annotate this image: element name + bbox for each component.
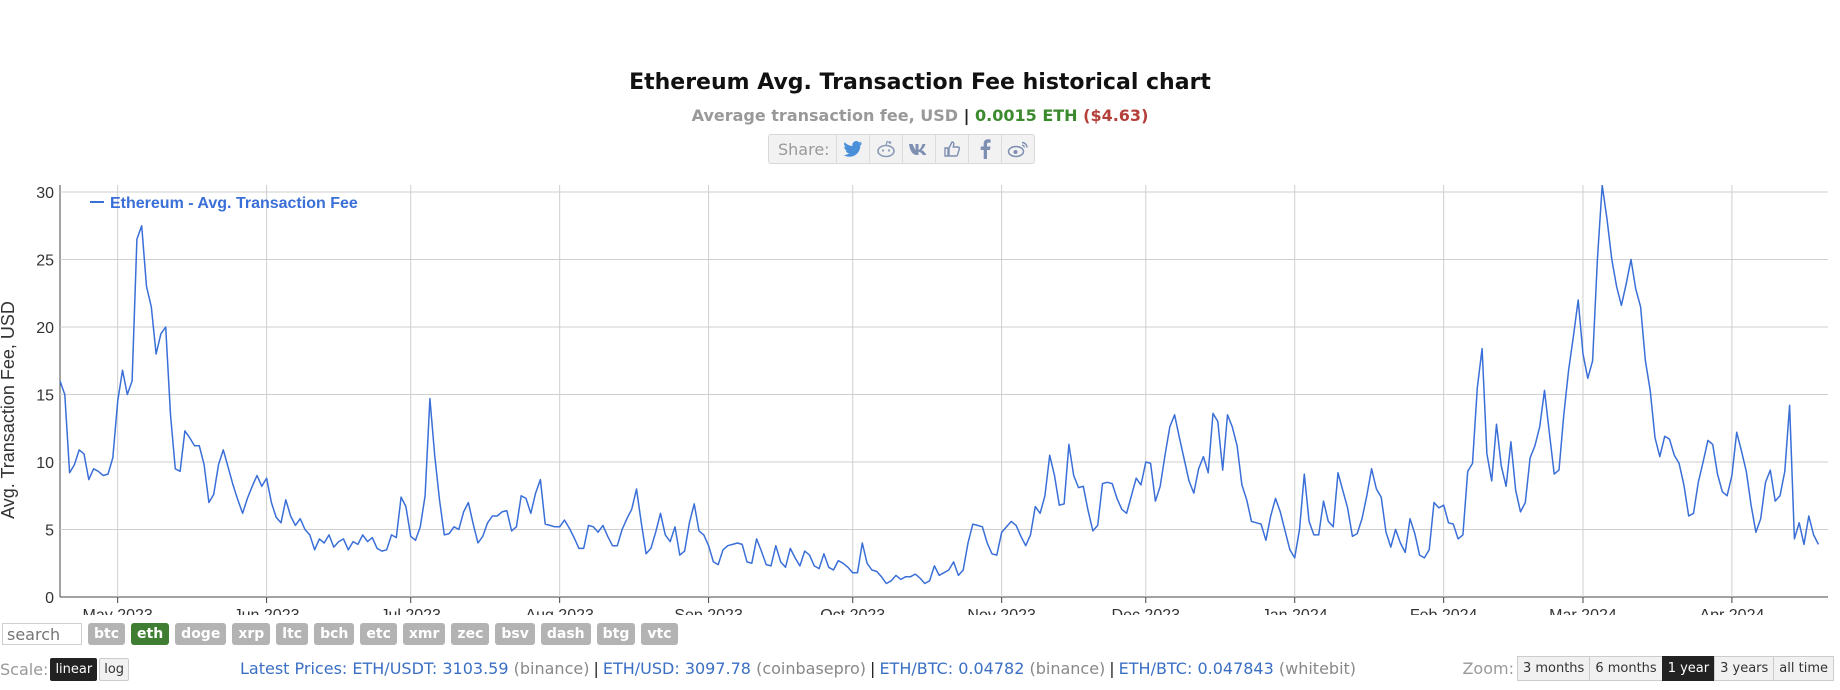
weibo-icon[interactable] <box>1000 135 1034 163</box>
coin-xmr-button[interactable]: xmr <box>402 623 446 645</box>
price-pair[interactable]: ETH/USDT: 3103.59 <box>352 659 509 678</box>
zoom-3-years-button[interactable]: 3 years <box>1714 656 1775 681</box>
x-tick-label: Jul 2023 <box>380 607 441 615</box>
fee-eth: 0.0015 ETH <box>975 106 1078 125</box>
x-tick-label: Oct 2023 <box>820 607 885 615</box>
zoom-control: Zoom: 3 months 6 months 1 year 3 years a… <box>1462 656 1834 681</box>
fee-line-chart: 0 5 10 15 20 25 30 May 2023 Jun 2023 Jul 2023 Aug… <box>0 185 1828 615</box>
twitter-icon[interactable] <box>835 135 869 163</box>
chart-title: Ethereum Avg. Transaction Fee historical… <box>629 70 1211 95</box>
price-exchange: (binance) <box>513 659 590 678</box>
share-bar: Share: <box>768 134 1035 164</box>
price-exchange: (coinbasepro) <box>756 659 867 678</box>
x-tick-label: Dec 2023 <box>1112 607 1181 615</box>
like-icon[interactable] <box>934 135 968 163</box>
price-pair[interactable]: ETH/BTC: 0.04782 <box>879 659 1025 678</box>
subtitle-label: Average transaction fee, USD <box>691 106 959 125</box>
coin-bch-button[interactable]: bch <box>314 623 355 645</box>
subtitle-separator: | <box>963 106 970 125</box>
coin-bsv-button[interactable]: bsv <box>495 623 535 645</box>
chart-subtitle: Average transaction fee, USD | 0.0015 ET… <box>0 106 1840 125</box>
scale-label: Scale: <box>0 660 49 679</box>
coin-list: btc eth doge xrp ltc bch etc xmr zec bsv dash btg vt… <box>88 623 678 645</box>
zoom-all-time-button[interactable]: all time <box>1773 656 1834 681</box>
coin-vtc-button[interactable]: vtc <box>641 623 678 645</box>
y-tick-label: 30 <box>36 185 54 202</box>
coin-etc-button[interactable]: etc <box>360 623 397 645</box>
coin-eth-button[interactable]: eth <box>131 623 170 645</box>
legend-label: Ethereum - Avg. Transaction Fee <box>110 195 358 212</box>
coin-xrp-button[interactable]: xrp <box>232 623 271 645</box>
price-pair[interactable]: ETH/BTC: 0.047843 <box>1118 659 1274 678</box>
y-tick-label: 15 <box>36 388 54 405</box>
x-tick-label: May 2023 <box>83 607 153 615</box>
y-axis-title: Avg. Transaction Fee, USD <box>0 301 18 519</box>
series-line <box>59 185 1820 585</box>
scale-log-button[interactable]: log <box>99 658 130 681</box>
x-tick-label: Jan 2024 <box>1262 607 1328 615</box>
x-tick-label: Mar 2024 <box>1549 607 1617 615</box>
scale-linear-button[interactable]: linear <box>50 658 98 681</box>
y-tick-label: 25 <box>36 253 54 270</box>
y-tick-label: 0 <box>45 590 54 607</box>
zoom-6-months-button[interactable]: 6 months <box>1589 656 1663 681</box>
zoom-label: Zoom: <box>1462 659 1514 678</box>
legend[interactable]: Ethereum - Avg. Transaction Fee <box>90 195 358 212</box>
price-pair[interactable]: ETH/USD: 3097.78 <box>602 659 751 678</box>
fee-usd: ($4.63) <box>1083 106 1149 125</box>
zoom-1-year-button[interactable]: 1 year <box>1661 656 1716 681</box>
y-tick-label: 20 <box>36 320 54 337</box>
facebook-icon[interactable] <box>967 135 1001 163</box>
x-tick-label: Nov 2023 <box>967 607 1036 615</box>
y-tick-label: 10 <box>36 455 54 472</box>
coin-btc-button[interactable]: btc <box>88 623 126 645</box>
x-tick-label: Aug 2023 <box>525 607 594 615</box>
reddit-icon[interactable] <box>868 135 902 163</box>
coin-zec-button[interactable]: zec <box>451 623 490 645</box>
share-label: Share: <box>778 139 830 159</box>
prices-label: Latest Prices: <box>240 659 348 678</box>
x-tick-label: Apr 2024 <box>1699 607 1764 615</box>
x-tick-label: Feb 2024 <box>1410 607 1478 615</box>
coin-doge-button[interactable]: doge <box>175 623 227 645</box>
coin-btg-button[interactable]: btg <box>596 623 636 645</box>
coin-ltc-button[interactable]: ltc <box>276 623 309 645</box>
scale-control: Scale: linear log <box>0 658 130 681</box>
vk-icon[interactable] <box>901 135 935 163</box>
price-exchange: (whitebit) <box>1278 659 1357 678</box>
zoom-3-months-button[interactable]: 3 months <box>1516 656 1591 681</box>
x-tick-label: Sep 2023 <box>674 607 743 615</box>
coin-selector: btcethdogexrpltcbchetcxmrzecbsvdashbtgvt… <box>2 623 678 645</box>
latest-prices: Latest Prices: ETH/USDT: 3103.59 (binanc… <box>240 659 1357 678</box>
coin-dash-button[interactable]: dash <box>540 623 591 645</box>
coin-search-input[interactable] <box>2 623 82 645</box>
x-tick-label: Jun 2023 <box>234 607 300 615</box>
y-tick-label: 5 <box>45 523 54 540</box>
price-exchange: (binance) <box>1029 659 1106 678</box>
